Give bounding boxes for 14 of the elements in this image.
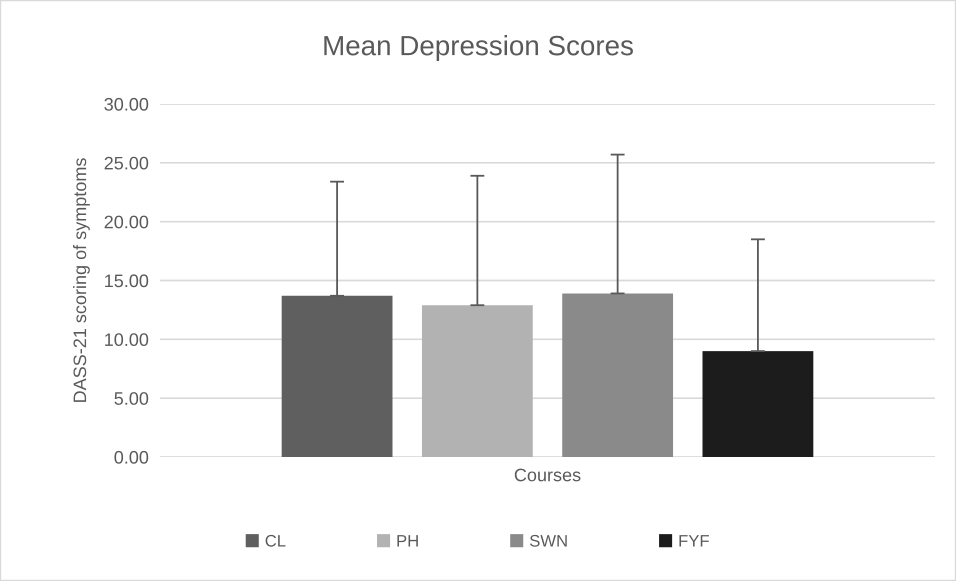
- x-tick-label: Courses: [514, 468, 580, 482]
- y-tick-label: 0.00: [114, 450, 148, 464]
- y-tick-label: 5.00: [114, 392, 148, 405]
- legend-label: PH: [397, 535, 418, 547]
- y-tick-label: 30.00: [104, 98, 148, 111]
- y-tick-label: 25.00: [104, 156, 148, 170]
- y-tick-label: 20.00: [104, 216, 148, 228]
- legend-label: SWN: [530, 534, 567, 547]
- chart-title: Mean Depression Scores: [324, 35, 633, 61]
- legend-label: FYF: [679, 535, 709, 547]
- y-tick-label: 15.00: [105, 274, 148, 288]
- legend-label: CL: [266, 534, 286, 547]
- y-tick-label: 10.00: [105, 333, 148, 346]
- y-axis-title: DASS-21 scoring of symptoms: [72, 158, 90, 402]
